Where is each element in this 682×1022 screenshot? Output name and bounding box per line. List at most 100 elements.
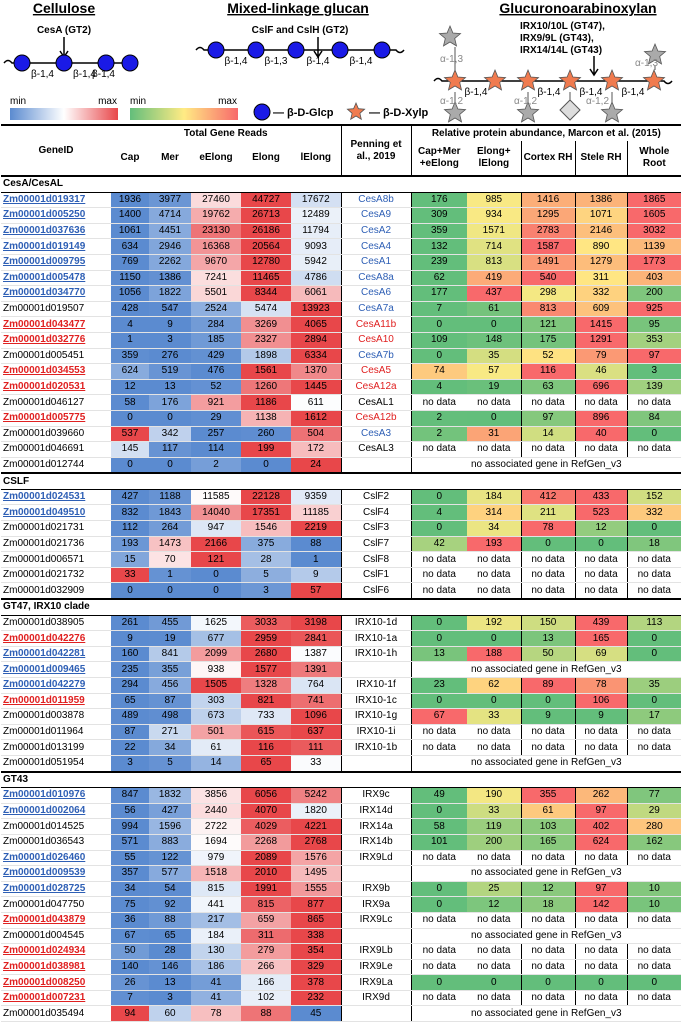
gene-cell: Zm00001d024531: [1, 489, 111, 506]
gene-link[interactable]: Zm00001d038981: [3, 960, 86, 972]
read-cell: 2010: [241, 865, 291, 882]
gene-link[interactable]: Zm00001d032776: [3, 334, 86, 346]
protein-cell: 309: [411, 207, 468, 224]
penning-cell: CesAL1: [340, 394, 412, 411]
protein-cell: no data: [467, 912, 522, 929]
gene-row: Zm00001d032909 0 0 0 3 57 CslF6 no data no data n…: [1, 582, 682, 600]
title: Glucuronoarabinoxylan: [499, 0, 656, 16]
gene-cell: Zm00001d036543: [1, 834, 111, 851]
protein-cell: no data: [626, 912, 682, 929]
gene-link[interactable]: Zm00001d020531: [3, 381, 86, 393]
protein-cell: 0: [467, 630, 522, 647]
protein-cell: 0: [626, 646, 682, 663]
protein-cell: 1295: [520, 207, 576, 224]
read-cell: 378: [291, 974, 342, 991]
gene-link[interactable]: Zm00001d026460: [3, 851, 86, 863]
gene-link[interactable]: Zm00001d019317: [3, 193, 86, 205]
read-cell: 17672: [291, 192, 342, 209]
gene-cell: Zm00001d028725: [1, 881, 111, 898]
gene-link[interactable]: Zm00001d024531: [3, 491, 86, 503]
linkage: β-1,4: [580, 87, 603, 98]
read-cell: 5501: [191, 285, 241, 302]
read-cell: 58: [111, 394, 149, 411]
gene-cell: Zm00001d037636: [1, 223, 111, 240]
protein-cell: no data: [520, 441, 576, 458]
gene-link[interactable]: Zm00001d042281: [3, 648, 86, 660]
gene-link[interactable]: Zm00001d043879: [3, 914, 86, 926]
protein-cell: 77: [626, 787, 682, 804]
gene-link[interactable]: Zm00001d043477: [3, 318, 86, 330]
read-cell: 2327: [241, 332, 291, 349]
gene-link[interactable]: Zm00001d002064: [3, 805, 86, 817]
read-cell: 741: [291, 693, 342, 710]
gene-link[interactable]: Zm00001d005250: [3, 209, 86, 221]
gene-link[interactable]: Zm00001d010976: [3, 789, 86, 801]
read-cell: 938: [191, 661, 241, 678]
glc-symbol: [207, 41, 225, 59]
gene-cell: Zm00001d049510: [1, 504, 111, 522]
read-cell: 28: [149, 943, 191, 960]
protein-cell: 150: [520, 615, 576, 632]
read-cell: 311: [241, 928, 291, 945]
gene-link[interactable]: Zm00001d007231: [3, 992, 86, 1004]
read-cell: 979: [191, 850, 241, 867]
gene-row: Zm00001d042279 294 456 1505 1328 764 IRX10-1f 2…: [1, 677, 682, 694]
read-cell: 88: [291, 536, 342, 553]
xyl-symbol: [438, 24, 462, 47]
gene-link[interactable]: Zm00001d009465: [3, 663, 86, 675]
read-cell: 67: [111, 928, 149, 945]
read-cell: 489: [111, 708, 149, 725]
read-cell: 5474: [241, 301, 291, 318]
protein-cell: 2146: [574, 223, 628, 240]
read-cell: 217: [191, 912, 241, 929]
gene-link[interactable]: Zm00001d028725: [3, 883, 86, 895]
protein-cell: 0: [411, 803, 468, 820]
penning-cell: IRX14a: [340, 818, 412, 835]
gene-row: Zm00001d005775 0 0 29 1138 1612 CesA12b 2 0 97 896…: [1, 410, 682, 427]
protein-cell: no data: [626, 959, 682, 976]
read-cell: 659: [241, 912, 291, 929]
gene-cell: Zm00001d034553: [1, 363, 111, 380]
read-cell: 571: [111, 834, 149, 851]
gene-link[interactable]: Zm00001d034770: [3, 287, 86, 299]
gene-row: Zm00001d012744 0 0 2 0 24 no associated gene i…: [1, 457, 682, 474]
gene-link[interactable]: Zm00001d042279: [3, 679, 86, 691]
read-cell: 52: [191, 379, 241, 396]
gene-link[interactable]: Zm00001d019149: [3, 240, 86, 252]
read-cell: 4029: [241, 818, 291, 835]
gene-link[interactable]: Zm00001d024934: [3, 945, 86, 957]
protein-cell: no data: [626, 582, 682, 600]
read-cell: 4451: [149, 223, 191, 240]
gene-link[interactable]: Zm00001d011959: [3, 694, 85, 706]
gene-link[interactable]: Zm00001d009539: [3, 867, 86, 879]
protein-cell: no data: [411, 567, 468, 584]
read-cell: 1596: [149, 818, 191, 835]
protein-cell: 184: [467, 489, 522, 506]
gene-link[interactable]: Zm00001d037636: [3, 225, 86, 237]
protein-cell: 61: [467, 301, 522, 318]
gene-cell: Zm00001d004545: [1, 928, 111, 945]
gene-row: Zm00001d011959 65 87 303 821 741 IRX10-1c 0 0 0 10…: [1, 693, 682, 710]
read-cell: 0: [149, 582, 191, 600]
protein-cell: no data: [467, 943, 522, 960]
read-cell: 19762: [191, 207, 241, 224]
gene-link[interactable]: Zm00001d042276: [3, 632, 86, 644]
gene-link[interactable]: Zm00001d009795: [3, 256, 86, 268]
gene-link[interactable]: Zm00001d005478: [3, 271, 86, 283]
read-cell: 1370: [291, 363, 342, 380]
gene-link[interactable]: Zm00001d005775: [3, 412, 86, 424]
protein-cell: 1139: [626, 238, 682, 255]
read-cell: 146: [149, 959, 191, 976]
gene-link[interactable]: Zm00001d008250: [3, 976, 86, 988]
read-cell: 271: [149, 724, 191, 741]
protein-cell: 19: [467, 379, 522, 396]
gene-link[interactable]: Zm00001d049510: [3, 506, 86, 518]
protein-cell: 1865: [626, 192, 682, 209]
penning-cell: CesA4: [340, 238, 412, 255]
protein-cell: no data: [626, 567, 682, 584]
protein-cell: 714: [467, 238, 522, 255]
gene-link[interactable]: Zm00001d034553: [3, 365, 86, 377]
protein-cell: no data: [411, 850, 468, 867]
gene-row: Zm00001d034770 1056 1822 5501 8344 6061 CesA6 1…: [1, 285, 682, 302]
gene-row: Zm00001d035494 94 60 78 88 45 no associated ge…: [1, 1005, 682, 1022]
